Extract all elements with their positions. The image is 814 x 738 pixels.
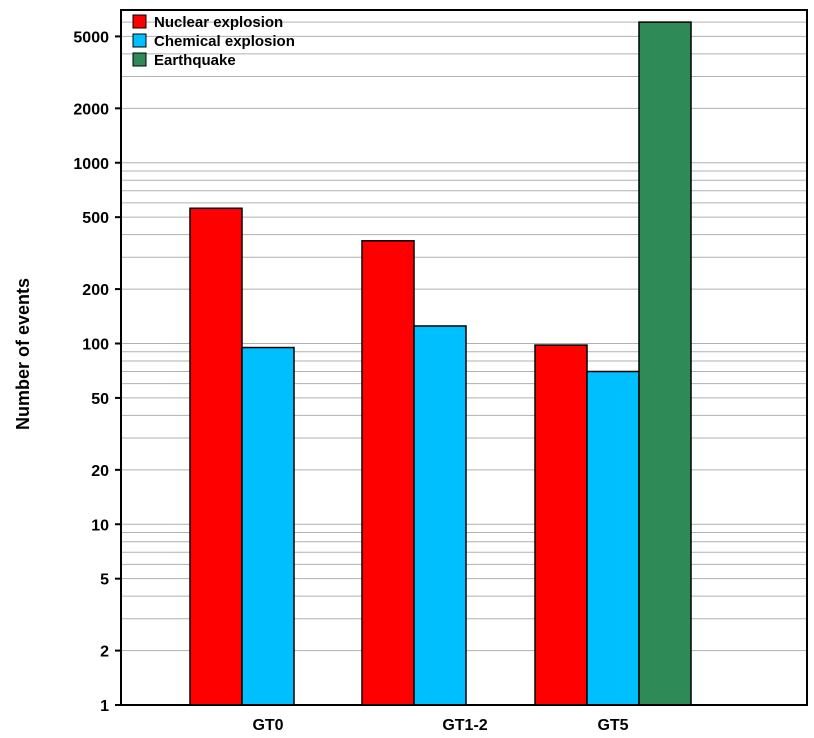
- y-tick-label: 20: [91, 463, 109, 480]
- y-tick-label: 500: [82, 210, 109, 227]
- x-tick-labels: GT0 GT1-2 GT5: [252, 717, 628, 734]
- legend-swatch: [132, 33, 147, 48]
- legend-swatch: [132, 52, 147, 67]
- y-axis-label: Number of events: [13, 278, 33, 430]
- y-tick-label: 200: [82, 282, 109, 299]
- y-tick-label: 5000: [73, 29, 109, 46]
- bar-gt1-2-chemical-explosion: [413, 325, 467, 706]
- y-tick-label: 2000: [73, 101, 109, 118]
- plot-frame: [120, 9, 808, 706]
- bar-gt5-earthquake: [638, 21, 692, 706]
- x-tick-label: GT5: [597, 717, 628, 734]
- y-tick-label: 2: [100, 644, 109, 661]
- y-tick-label: 100: [82, 337, 109, 354]
- y-tick-labels: 1 2 5 10 20 50 100 200 500 1000 2000 5000: [73, 29, 121, 715]
- y-tick-label: 1000: [73, 156, 109, 173]
- bars: [189, 21, 692, 706]
- bar-gt5-nuclear-explosion: [534, 344, 588, 706]
- bar-gt0-nuclear-explosion: [189, 207, 243, 706]
- legend-swatch: [132, 14, 147, 29]
- legend-label: Nuclear explosion: [154, 14, 283, 31]
- bar-gt1-2-nuclear-explosion: [361, 240, 415, 706]
- x-tick-label: GT1-2: [442, 717, 487, 734]
- y-tick-label: 50: [91, 391, 109, 408]
- legend: Nuclear explosion Chemical explosion Earth…: [132, 14, 295, 69]
- x-tick-label: GT0: [252, 717, 283, 734]
- bar-gt0-chemical-explosion: [241, 346, 295, 706]
- y-tick-label: 1: [100, 698, 109, 715]
- bar-gt5-chemical-explosion: [586, 370, 640, 706]
- legend-label: Earthquake: [154, 52, 236, 69]
- y-tick-label: 5: [100, 572, 109, 589]
- legend-label: Chemical explosion: [154, 33, 295, 50]
- y-tick-label: 10: [91, 517, 109, 534]
